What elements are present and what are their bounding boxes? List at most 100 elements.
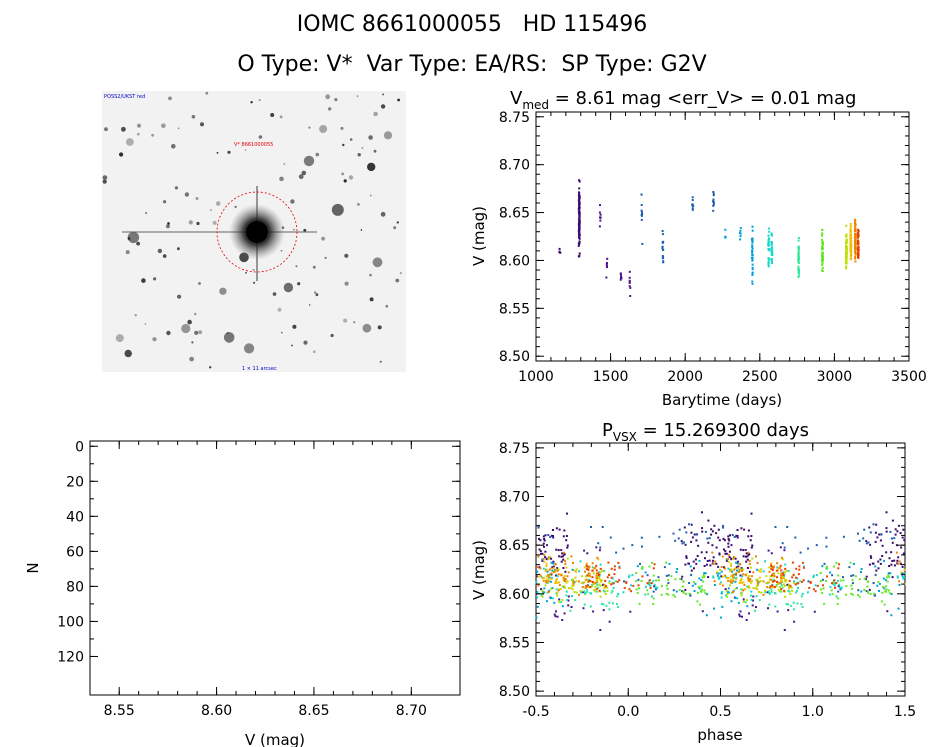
- phase-point: [748, 580, 751, 582]
- field-star: [227, 150, 231, 154]
- light-curve-point: [661, 230, 664, 232]
- phase-point: [734, 567, 737, 570]
- phase-point: [728, 556, 731, 559]
- phase-point: [597, 586, 599, 589]
- phase-point: [563, 575, 566, 577]
- field-star: [163, 200, 167, 204]
- phase-point: [598, 577, 601, 579]
- phase-point: [845, 585, 848, 588]
- light-curve-point: [845, 224, 848, 227]
- phase-point: [580, 591, 582, 594]
- field-star: [162, 254, 167, 258]
- phase-point: [780, 556, 783, 559]
- phase-point: [565, 535, 568, 537]
- field-star: [349, 138, 353, 141]
- light-curve-point: [797, 267, 800, 270]
- phase-point: [727, 535, 730, 538]
- phase-point: [744, 588, 747, 590]
- light-curve-point: [599, 219, 602, 222]
- field-star: [373, 149, 377, 153]
- field-star: [377, 325, 382, 330]
- phase-point: [604, 593, 607, 595]
- phase-point: [894, 533, 897, 536]
- phase-point: [672, 594, 675, 596]
- field-star: [367, 162, 376, 172]
- light-curve-point: [797, 276, 800, 279]
- phase-point: [550, 561, 553, 564]
- phase-point: [727, 557, 730, 560]
- phase-point: [730, 600, 733, 603]
- phase-point: [885, 588, 888, 591]
- phase-point: [850, 592, 853, 595]
- phase-point: [725, 559, 728, 562]
- field-star: [395, 278, 400, 283]
- phase-point: [663, 566, 666, 569]
- phase-point: [730, 568, 733, 571]
- phase-point: [598, 583, 601, 586]
- field-star: [177, 247, 180, 251]
- phase-point: [550, 573, 553, 576]
- phase-point: [572, 582, 575, 585]
- phase-point: [739, 548, 742, 551]
- light-curve-point: [797, 258, 800, 261]
- light-curve-point: [821, 264, 824, 266]
- light-curve-point: [599, 204, 601, 207]
- light-curve-point: [845, 262, 848, 265]
- light-curve-point: [767, 234, 770, 237]
- field-star: [102, 175, 108, 180]
- phase-point: [555, 588, 558, 591]
- phase-point: [712, 562, 715, 565]
- field-star: [319, 125, 328, 133]
- light-curve-point: [845, 242, 847, 245]
- phase-point: [845, 593, 848, 596]
- phase-point: [781, 572, 784, 575]
- phase-point: [557, 549, 560, 552]
- phase-point: [797, 582, 800, 585]
- phase-point: [551, 597, 554, 600]
- phase-point: [564, 562, 567, 565]
- phase-point: [885, 527, 888, 530]
- phase-point: [566, 598, 569, 601]
- phase-point: [590, 592, 593, 595]
- field-star: [125, 250, 130, 255]
- phase-point: [802, 565, 805, 568]
- phase-point: [785, 602, 788, 605]
- field-star: [379, 360, 382, 363]
- phase-point: [743, 584, 746, 586]
- phase-point: [897, 556, 900, 559]
- phase-point: [536, 591, 539, 593]
- field-star: [298, 174, 304, 180]
- phase-point: [701, 588, 704, 591]
- phase-point: [665, 574, 668, 577]
- x-tick-label: 8.60: [201, 703, 232, 719]
- phase-point: [730, 558, 733, 561]
- phase-point: [657, 579, 660, 582]
- light-curve-point: [854, 224, 857, 226]
- phase-point: [575, 568, 578, 571]
- phase-point: [583, 581, 586, 584]
- phase-point: [536, 605, 539, 608]
- phase-point: [564, 578, 567, 581]
- light-curve-point: [606, 257, 609, 260]
- phase-point: [665, 592, 668, 595]
- phase-point: [738, 569, 741, 571]
- phase-point: [735, 587, 738, 590]
- phase-point: [561, 605, 564, 608]
- phase-point: [547, 558, 550, 561]
- phase-point: [570, 587, 573, 590]
- phase-point: [878, 590, 880, 592]
- light-curve-point: [767, 244, 770, 247]
- phase-point: [738, 613, 741, 616]
- phase-point: [732, 576, 735, 579]
- phase-point: [719, 568, 722, 571]
- phase-point: [720, 570, 723, 573]
- field-star: [357, 203, 360, 206]
- field-star: [250, 101, 253, 104]
- phase-point: [784, 563, 787, 566]
- phase-point: [722, 524, 725, 527]
- phase-point: [864, 578, 867, 581]
- field-star: [174, 186, 178, 190]
- phase-point: [652, 567, 655, 570]
- phase-point: [565, 539, 568, 542]
- light-curve-point: [739, 235, 742, 237]
